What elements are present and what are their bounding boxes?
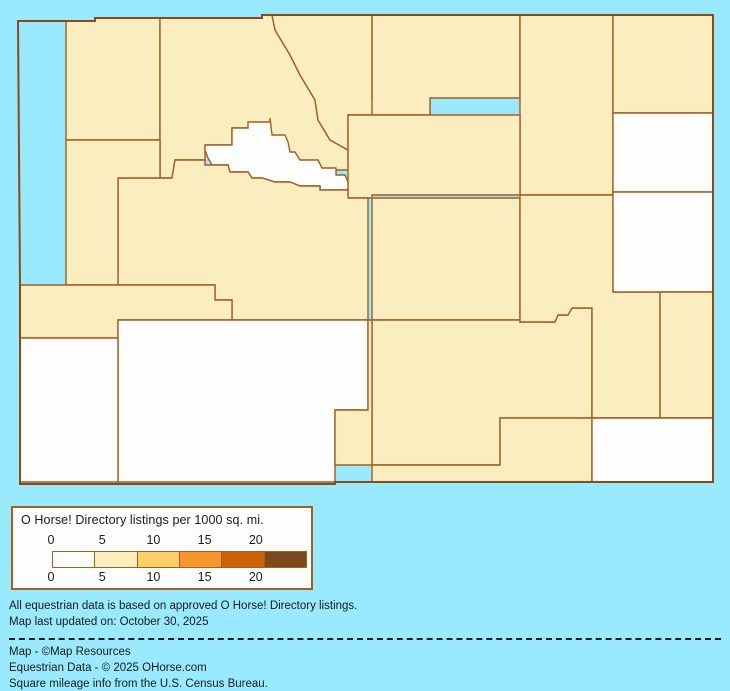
county-uinta[interactable] xyxy=(19,337,119,483)
footer-attribution: All equestrian data is based on approved… xyxy=(0,596,730,691)
legend-tick-bottom-15: 15 xyxy=(197,570,212,584)
county-sweetwater[interactable] xyxy=(117,319,369,483)
footer-census-credit: Square mileage info from the U.S. Census… xyxy=(9,678,268,690)
county-niobrara[interactable] xyxy=(612,191,714,293)
footer-divider xyxy=(9,638,721,640)
choropleth-map[interactable] xyxy=(0,0,730,500)
legend-swatch-3 xyxy=(179,552,223,567)
footer-last-updated: Map last updated on: October 30, 2025 xyxy=(9,616,209,628)
county-platte[interactable] xyxy=(659,291,714,419)
legend-color-bar xyxy=(52,551,307,568)
state-outline xyxy=(16,14,714,485)
county-laramie[interactable] xyxy=(591,417,714,483)
legend-ticks-top: 0 5 10 15 20 xyxy=(47,533,307,547)
footer-data-credit: Equestrian Data - © 2025 OHorse.com xyxy=(9,662,207,674)
legend-tick-bottom-5: 5 xyxy=(98,570,106,584)
legend-swatch-0 xyxy=(53,552,96,567)
legend-title: O Horse! Directory listings per 1000 sq.… xyxy=(21,513,264,527)
legend-swatch-1 xyxy=(95,552,138,567)
legend-swatch-2 xyxy=(137,552,180,567)
county-weston[interactable] xyxy=(612,112,714,193)
legend-tick-top-5: 5 xyxy=(98,533,106,547)
legend-swatch-4 xyxy=(222,552,265,567)
footer-data-source-note: All equestrian data is based on approved… xyxy=(9,600,358,612)
legend-tick-top-0: 0 xyxy=(47,533,55,547)
legend-tick-bottom-20: 20 xyxy=(248,570,263,584)
county-washakie[interactable] xyxy=(347,114,521,199)
county-campbell[interactable] xyxy=(519,14,614,196)
footer-map-credit: Map - ©Map Resources xyxy=(9,646,131,658)
county-carbon[interactable] xyxy=(334,319,373,466)
wyoming-county-map[interactable] xyxy=(0,0,730,500)
legend-ticks-bottom: 0 5 10 15 20 xyxy=(47,570,307,584)
legend-swatch-5 xyxy=(264,552,306,567)
map-legend: O Horse! Directory listings per 1000 sq.… xyxy=(11,506,313,590)
county-crook[interactable] xyxy=(612,14,714,114)
legend-tick-bottom-0: 0 xyxy=(47,570,55,584)
county-johnson[interactable] xyxy=(371,197,521,321)
legend-tick-bottom-10: 10 xyxy=(146,570,161,584)
legend-tick-top-20: 20 xyxy=(248,533,263,547)
legend-tick-top-15: 15 xyxy=(197,533,212,547)
legend-tick-top-10: 10 xyxy=(146,533,161,547)
